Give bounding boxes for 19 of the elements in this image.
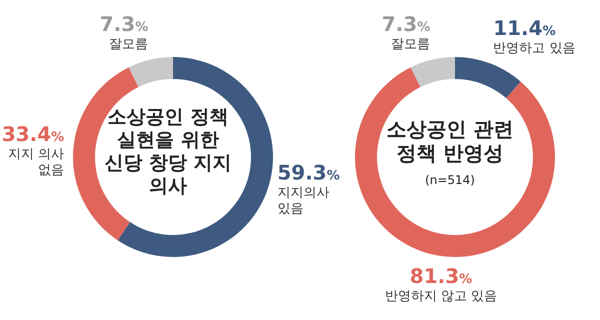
- data-label: 33.4%: [2, 122, 64, 146]
- slice-label: 반영하고 있음: [493, 40, 576, 56]
- data-label: 59.3%: [277, 160, 340, 184]
- slice-label: 지지 의사 없음: [8, 147, 64, 178]
- donut-slice: [355, 67, 555, 257]
- donut-slice: [455, 57, 521, 98]
- data-label: 81.3%: [410, 264, 472, 288]
- donut-slice: [128, 57, 173, 88]
- donut-slice: [410, 57, 455, 88]
- data-label: 7.3%: [100, 12, 148, 36]
- text: 소상공인 관련 정책 반영성: [386, 117, 514, 165]
- slice-label: 잘모름: [391, 36, 430, 52]
- slice-label: 잘모름: [109, 36, 148, 52]
- text: 소상공인 정책 실현을 위한 신당 창당 지지 의사: [103, 106, 233, 198]
- slice-label: 지지의사 있음: [277, 185, 330, 216]
- data-label: 7.3%: [382, 12, 430, 36]
- slice-label: 반영하지 않고 있음: [384, 289, 498, 304]
- text: (n=514): [425, 173, 475, 187]
- data-label: 11.4%: [493, 16, 556, 40]
